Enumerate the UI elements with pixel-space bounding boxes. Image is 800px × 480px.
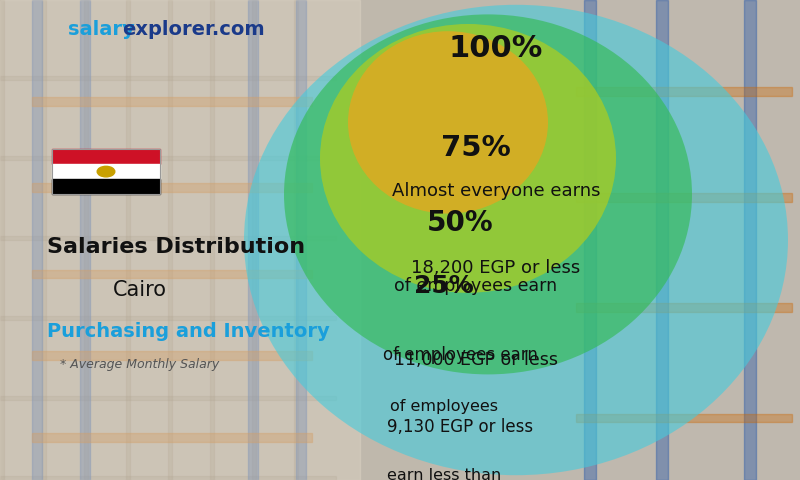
Bar	[744, 0, 756, 480]
Text: Purchasing and Inventory: Purchasing and Inventory	[46, 322, 330, 341]
Text: Salaries Distribution: Salaries Distribution	[47, 237, 305, 257]
Text: 18,200 EGP or less: 18,200 EGP or less	[411, 259, 581, 276]
Bar	[0, 76, 336, 80]
Bar	[32, 183, 312, 192]
Text: of employees earn: of employees earn	[382, 346, 538, 364]
Text: explorer.com: explorer.com	[122, 20, 265, 39]
Ellipse shape	[320, 24, 616, 293]
Text: of employees earn: of employees earn	[394, 277, 558, 295]
Bar	[32, 97, 312, 106]
Bar	[32, 0, 42, 480]
Text: 100%: 100%	[449, 34, 543, 62]
Bar	[126, 0, 130, 480]
Bar	[84, 0, 88, 480]
Bar	[0, 236, 336, 240]
Bar	[0, 476, 336, 480]
Ellipse shape	[244, 5, 788, 475]
Bar	[52, 179, 160, 194]
Bar	[210, 0, 214, 480]
Bar	[52, 164, 160, 179]
Text: of employees: of employees	[390, 399, 498, 414]
Ellipse shape	[348, 31, 548, 214]
Text: 11,000 EGP or less: 11,000 EGP or less	[394, 351, 558, 370]
Text: 25%: 25%	[414, 274, 474, 298]
Bar	[294, 0, 298, 480]
Bar	[576, 193, 792, 202]
Bar	[656, 0, 668, 480]
Ellipse shape	[284, 14, 692, 374]
Bar	[32, 433, 312, 442]
Bar	[252, 0, 256, 480]
Bar	[584, 0, 596, 480]
Bar	[42, 0, 46, 480]
Text: Almost everyone earns: Almost everyone earns	[392, 182, 600, 200]
Text: 50%: 50%	[426, 209, 494, 237]
Text: 9,130 EGP or less: 9,130 EGP or less	[387, 418, 533, 436]
Bar	[168, 0, 172, 480]
Bar	[0, 316, 336, 320]
Bar	[32, 270, 312, 278]
Bar	[32, 351, 312, 360]
Text: earn less than: earn less than	[387, 468, 501, 480]
Text: Cairo: Cairo	[113, 280, 167, 300]
Bar	[576, 87, 792, 96]
Text: salary: salary	[68, 20, 134, 39]
Bar	[52, 149, 160, 194]
Bar	[560, 0, 800, 480]
Bar	[80, 0, 90, 480]
Bar	[576, 303, 792, 312]
Bar	[296, 0, 306, 480]
Text: 75%: 75%	[441, 134, 511, 162]
Circle shape	[98, 167, 115, 177]
Bar	[0, 0, 360, 480]
Bar	[0, 396, 336, 400]
Bar	[52, 149, 160, 164]
Text: * Average Monthly Salary: * Average Monthly Salary	[60, 358, 220, 372]
Bar	[576, 414, 792, 422]
Bar	[0, 0, 4, 480]
Bar	[248, 0, 258, 480]
Bar	[0, 156, 336, 160]
